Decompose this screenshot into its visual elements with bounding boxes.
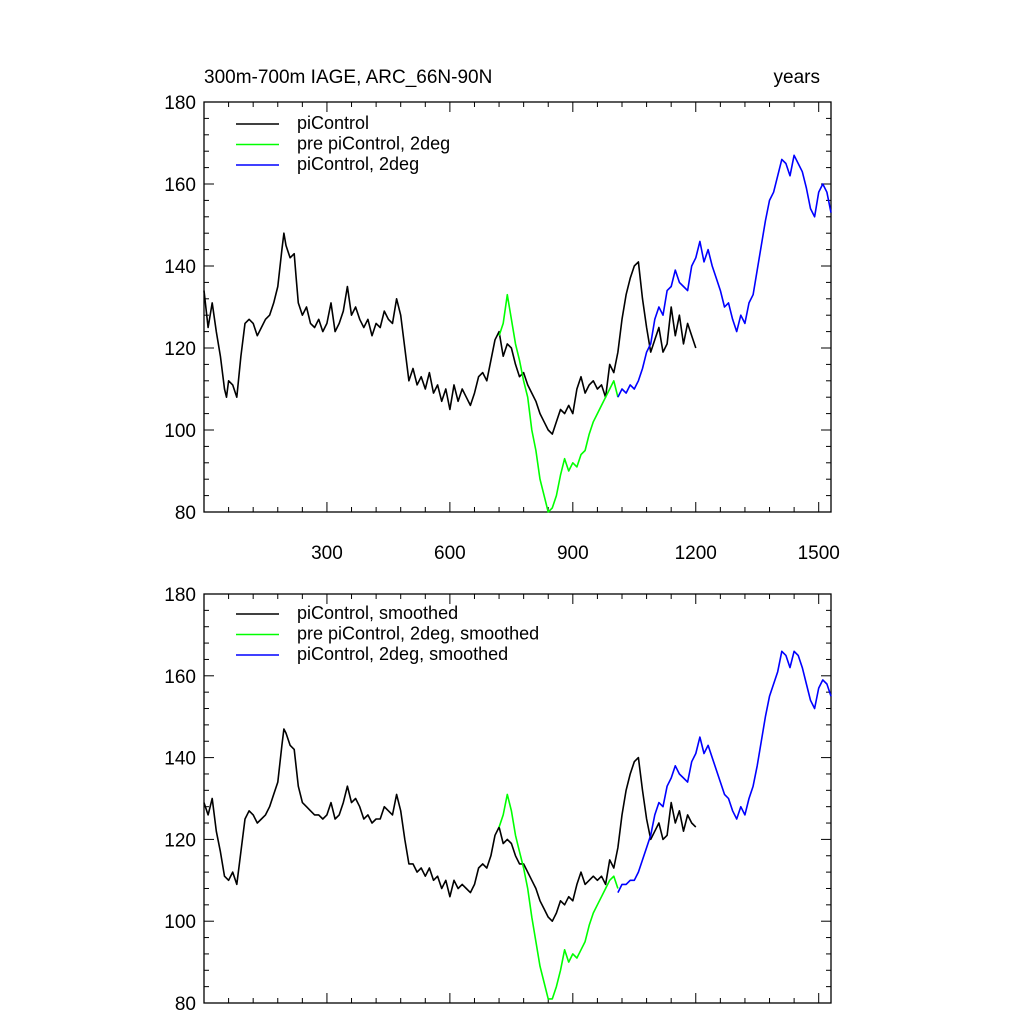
plot-frame [203, 593, 832, 1004]
x-tick-label: 1500 [798, 543, 840, 564]
y-tick-label: 120 [164, 339, 196, 360]
y-tick-label: 160 [164, 667, 196, 688]
legend-label: pre piControl, 2deg, smoothed [297, 624, 539, 644]
y-tick-label: 180 [164, 93, 196, 114]
y-tick-label: 100 [164, 421, 196, 442]
legend-label: piControl, smoothed [297, 603, 458, 623]
x-tick-label: 900 [557, 543, 589, 564]
plot-frame [203, 101, 832, 513]
y-tick-label: 140 [164, 749, 196, 770]
y-tick-label: 80 [175, 503, 196, 524]
y-tick-label: 140 [164, 257, 196, 278]
top-panel: 80 100 120 140 160 180 300 600 900 1200 1500 piCont… [164, 93, 840, 564]
legend-label: piControl, 2deg [297, 154, 419, 174]
series-line-1 [498, 793, 619, 1000]
series-line-2 [617, 650, 832, 893]
legend-label: piControl [297, 113, 369, 133]
y-tick-label: 120 [164, 830, 196, 851]
series-line-1 [498, 293, 619, 513]
x-tick-label: 300 [311, 543, 343, 564]
x-tick-label: 600 [434, 543, 466, 564]
x-tick-label: 1200 [675, 543, 717, 564]
series-line-2 [617, 154, 832, 398]
legend-label: piControl, 2deg, smoothed [297, 644, 508, 664]
y-tick-label: 160 [164, 175, 196, 196]
bottom-panel: 80 100 120 140 160 180 piControl, smoothedpre … [164, 585, 832, 1015]
series-line-0 [203, 728, 697, 922]
legend-label: pre piControl, 2deg [297, 134, 450, 154]
series-line-0 [203, 232, 697, 435]
y-tick-label: 100 [164, 912, 196, 933]
chart-title: 300m-700m IAGE, ARC_66N-90N [204, 67, 492, 88]
y-tick-label: 180 [164, 585, 196, 606]
y-tick-label: 80 [175, 994, 196, 1015]
chart-units-label: years [774, 67, 820, 88]
